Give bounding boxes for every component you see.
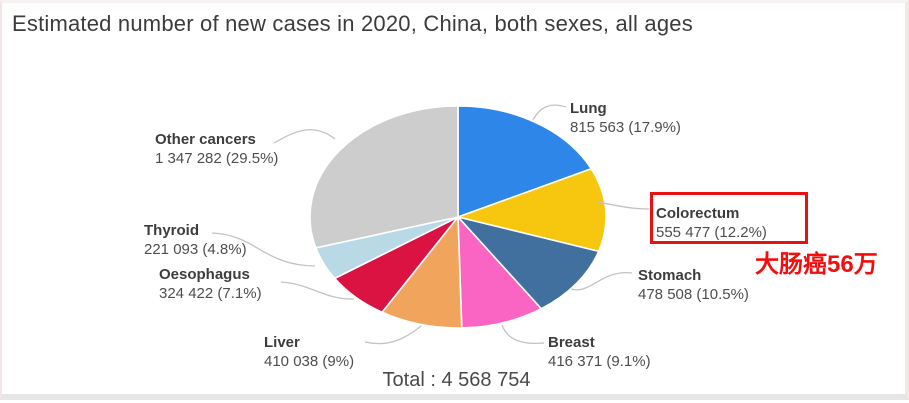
slice-label-lung: Lung 815 563 (17.9%) <box>570 99 681 137</box>
slice-value: 478 508 (10.5%) <box>638 286 749 303</box>
slice-label-colorectum: Colorectum 555 477 (12.2%) <box>656 204 767 242</box>
pie-slices-group <box>310 106 606 328</box>
slice-name: Oesophagus <box>159 266 250 283</box>
slice-name: Lung <box>570 100 607 117</box>
slice-value: 416 371 (9.1%) <box>548 353 651 370</box>
chart-title: Estimated number of new cases in 2020, C… <box>12 11 693 36</box>
pie-slice-lung[interactable] <box>458 106 591 217</box>
leader-lines <box>211 104 650 345</box>
slice-label-breast: Breast 416 371 (9.1%) <box>548 333 651 371</box>
slice-name: Other cancers <box>155 131 256 148</box>
leader-line-lung <box>532 104 567 121</box>
slice-label-liver: Liver 410 038 (9%) <box>264 333 354 371</box>
annotation-colorectal-cn: 大肠癌56万 <box>755 251 878 278</box>
slice-label-other-cancers: Other cancers 1 347 282 (29.5%) <box>155 130 278 168</box>
leader-line-oesophagus <box>280 281 355 300</box>
slice-label-stomach: Stomach 478 508 (10.5%) <box>638 266 749 304</box>
leader-line-other <box>273 129 336 144</box>
pie-slice-colorectum[interactable] <box>458 169 606 252</box>
leader-line-liver <box>364 325 422 345</box>
slice-value: 221 093 (4.8%) <box>144 241 247 258</box>
slice-name: Thyroid <box>144 222 199 239</box>
slice-value: 815 563 (17.9%) <box>570 119 681 136</box>
leader-line-thyroid <box>211 232 316 267</box>
pie-chart <box>211 104 650 345</box>
total-label: Total : 4 568 754 <box>382 369 531 391</box>
slice-value: 1 347 282 (29.5%) <box>155 150 279 167</box>
pie-slice-stomach[interactable] <box>458 217 599 309</box>
slice-name: Colorectum <box>656 205 740 222</box>
leader-line-stomach <box>570 272 633 291</box>
slice-value: 410 038 (9%) <box>264 353 355 370</box>
slice-name: Stomach <box>638 267 702 284</box>
slice-name: Breast <box>548 334 595 351</box>
colorectum-highlight-box <box>650 192 808 244</box>
slice-value: 555 477 (12.2%) <box>656 224 767 241</box>
slice-name: Liver <box>264 334 300 351</box>
slice-label-thyroid: Thyroid 221 093 (4.8%) <box>144 221 247 259</box>
leader-line-colorectum <box>597 201 650 210</box>
slice-value: 324 422 (7.1%) <box>159 285 262 302</box>
slice-label-oesophagus: Oesophagus 324 422 (7.1%) <box>159 265 262 303</box>
leader-line-breast <box>501 324 545 345</box>
pie-slice-other-cancers[interactable] <box>310 106 458 248</box>
